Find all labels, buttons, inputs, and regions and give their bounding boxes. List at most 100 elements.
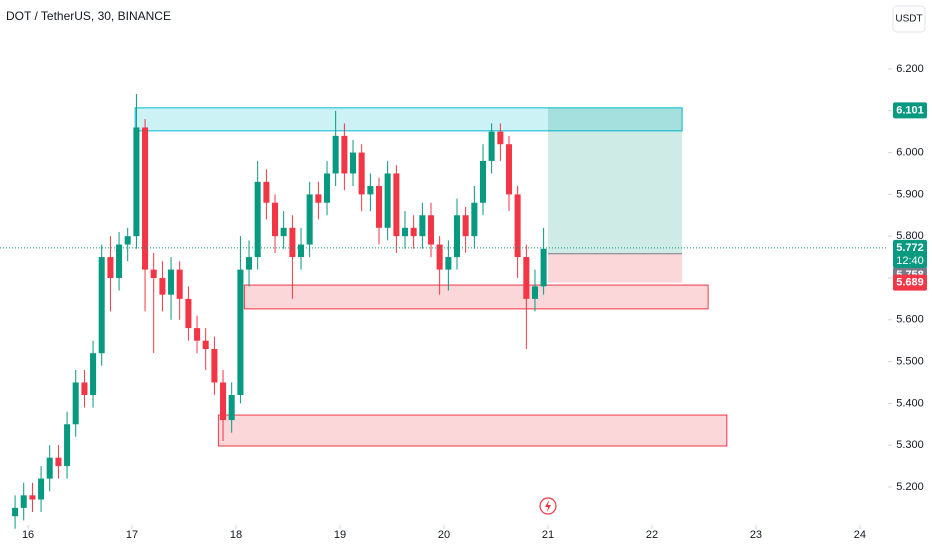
- candle-body: [349, 152, 357, 174]
- candle-body: [488, 131, 495, 161]
- candle-body: [176, 269, 183, 299]
- candle-body: [471, 202, 478, 237]
- candle-body: [298, 244, 305, 258]
- y-tick-label: 5.800: [896, 230, 924, 242]
- candle-body: [38, 478, 45, 500]
- candle-body: [272, 202, 279, 237]
- price-label: 5.689: [896, 276, 924, 288]
- candle-body: [384, 173, 391, 228]
- candle-body: [64, 424, 71, 467]
- zone: [243, 284, 709, 310]
- y-tick-label: 6.000: [896, 146, 924, 158]
- candle-body: [479, 160, 487, 203]
- candle-body: [332, 135, 339, 174]
- position-target: [547, 107, 683, 254]
- candle-body: [159, 277, 166, 295]
- candle-body: [29, 495, 36, 500]
- candle-body: [116, 244, 123, 278]
- candle-body: [505, 144, 513, 195]
- candle-body: [90, 353, 97, 396]
- candle-body: [341, 135, 348, 174]
- position-stop: [547, 253, 683, 283]
- candle-body: [211, 349, 218, 383]
- candle-body: [254, 181, 261, 258]
- candle-body: [168, 269, 175, 295]
- candle-body: [306, 194, 313, 245]
- x-tick-label: 19: [334, 529, 346, 541]
- candle-body: [185, 298, 192, 329]
- candle-body: [124, 236, 131, 245]
- candle-body: [523, 257, 530, 299]
- candle-body: [436, 244, 443, 270]
- candle-body: [540, 248, 547, 287]
- candle-body: [289, 227, 296, 258]
- candle-body: [514, 194, 521, 258]
- candle-body: [453, 215, 461, 258]
- candle-body: [202, 340, 209, 350]
- x-tick-label: 20: [438, 529, 450, 541]
- y-tick-label: 5.400: [896, 397, 924, 409]
- plot: [12, 94, 728, 529]
- y-tick-label: 5.200: [896, 481, 924, 493]
- candle-body: [81, 382, 88, 396]
- x-tick-label: 23: [750, 529, 762, 541]
- candle-body: [462, 215, 469, 237]
- candle-body: [263, 181, 270, 203]
- candle-body: [142, 127, 149, 270]
- candle-body: [237, 269, 244, 396]
- candle-body: [427, 215, 435, 245]
- x-tick-label: 21: [542, 529, 554, 541]
- event-bolt[interactable]: [545, 500, 551, 512]
- candle-body: [497, 131, 504, 145]
- zone: [134, 107, 683, 132]
- currency[interactable]: USDT: [895, 14, 922, 25]
- currency-button[interactable]: [892, 5, 926, 33]
- last-price-label: 5.772: [896, 242, 924, 254]
- candle-body: [367, 186, 374, 195]
- y-tick-label: 5.600: [896, 314, 924, 326]
- candle-body: [324, 173, 331, 203]
- candle-body: [401, 227, 409, 237]
- countdown: 12:40: [896, 255, 924, 267]
- y-tick-label: 5.900: [896, 188, 924, 200]
- candle-body: [220, 382, 227, 421]
- zone: [217, 414, 728, 447]
- candle-body: [358, 152, 365, 195]
- candle-body: [150, 269, 157, 278]
- y-tick-label: 6.200: [896, 63, 924, 75]
- candle-body: [531, 286, 539, 299]
- x-tick-label: 17: [126, 529, 138, 541]
- candle-body: [107, 257, 114, 278]
- x-tick-label: 22: [646, 529, 658, 541]
- candle-body: [20, 495, 27, 508]
- candle-body: [55, 457, 62, 467]
- candle-body: [228, 395, 235, 421]
- event-icon[interactable]: [539, 497, 557, 515]
- price-label: 6.101: [896, 104, 924, 116]
- candle-body: [46, 457, 53, 479]
- x-tick-label: 16: [22, 529, 34, 541]
- candle-body: [280, 227, 287, 237]
- candle-body: [419, 215, 426, 237]
- last-price-box: [893, 239, 927, 268]
- candle-body: [133, 127, 140, 237]
- candle-body: [445, 257, 452, 270]
- price-label-box: [893, 274, 927, 291]
- candle-body: [12, 507, 19, 517]
- price-label-box: [893, 102, 927, 119]
- candle-body: [315, 194, 322, 203]
- candle-body: [194, 328, 201, 341]
- candle-body: [72, 382, 79, 425]
- chart-title: DOT / TetherUS, 30, BINANCE: [6, 9, 171, 23]
- y-tick-label: 5.300: [896, 439, 924, 451]
- x-tick-label: 18: [230, 529, 242, 541]
- y-tick-label: 5.500: [896, 355, 924, 367]
- candle-body: [246, 257, 253, 270]
- candle-body: [393, 173, 400, 237]
- candle-body: [375, 186, 383, 228]
- candle-body: [410, 227, 417, 237]
- candle-body: [98, 257, 105, 354]
- x-tick-label: 24: [854, 529, 866, 541]
